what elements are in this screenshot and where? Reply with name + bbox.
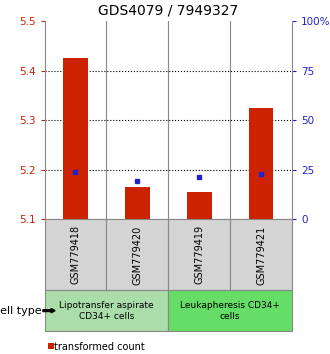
Bar [187, 192, 212, 219]
Bar [63, 58, 88, 219]
Text: GSM779421: GSM779421 [256, 225, 266, 285]
Bar [125, 187, 150, 219]
Bar [249, 108, 274, 219]
Text: cell type: cell type [0, 306, 41, 316]
Text: Leukapheresis CD34+
cells: Leukapheresis CD34+ cells [180, 301, 280, 321]
Text: GSM779418: GSM779418 [71, 225, 81, 285]
Text: Lipotransfer aspirate
CD34+ cells: Lipotransfer aspirate CD34+ cells [59, 301, 154, 321]
Text: GSM779420: GSM779420 [132, 225, 142, 285]
Title: GDS4079 / 7949327: GDS4079 / 7949327 [98, 3, 238, 17]
Text: transformed count: transformed count [54, 342, 145, 352]
Text: GSM779419: GSM779419 [194, 225, 204, 285]
